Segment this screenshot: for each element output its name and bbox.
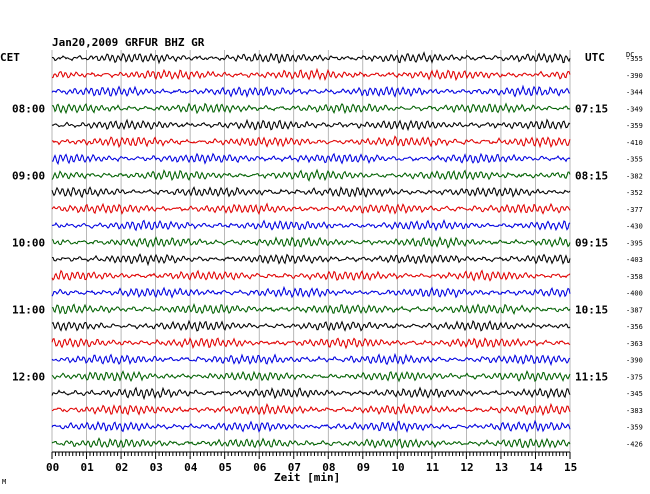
x-axis-label: Zeit [min] (274, 471, 340, 484)
dc-offset-label: -377 (626, 206, 643, 214)
right-hour-label: 09:15 (575, 236, 608, 249)
trace-row-11 (51, 218, 571, 232)
trace-row-15 (51, 285, 571, 299)
dc-offset-label: -383 (626, 407, 643, 415)
dc-offset-label: -358 (626, 273, 643, 281)
dc-offset-label: -359 (626, 424, 643, 432)
dc-offset-label: -403 (626, 256, 643, 264)
x-tick-label: 06 (253, 461, 267, 474)
x-tick-label: 14 (529, 461, 543, 474)
trace-row-24 (51, 437, 571, 449)
trace-row-19 (51, 352, 571, 367)
traces (51, 51, 571, 449)
dc-offset-label: -382 (626, 172, 643, 180)
trace-row-18 (51, 336, 571, 350)
dc-offset-label: -390 (626, 357, 643, 365)
x-tick-label: 09 (357, 461, 370, 474)
x-tick-label: 00 (46, 461, 59, 474)
dc-offset-label: -355 (626, 156, 643, 164)
left-hour-label: 11:00 (12, 303, 45, 316)
x-tick-label: 08 (322, 461, 335, 474)
x-tick-label: 12 (460, 461, 473, 474)
dc-offset-label: -356 (626, 323, 643, 331)
x-tick-label: 01 (81, 461, 95, 474)
trace-row-21 (51, 386, 571, 401)
x-tick-label: 07 (288, 461, 301, 474)
right-hour-label: 07:15 (575, 102, 608, 115)
trace-row-16 (51, 302, 571, 315)
trace-row-12 (51, 236, 571, 249)
right-timezone-label: UTC (585, 51, 605, 64)
trace-row-5 (51, 118, 571, 132)
x-tick-label: 11 (426, 461, 440, 474)
x-axis: 00 01 02 03 04 05 06 07 08 09 10 11 12 13 14 15 (46, 451, 577, 474)
dc-offset-label: -349 (626, 105, 643, 113)
dc-offset-label: -352 (626, 189, 643, 197)
dc-offset-label: -395 (626, 239, 643, 247)
right-hour-label: 08:15 (575, 169, 608, 182)
corner-mark: M (2, 478, 6, 486)
left-hour-label: 12:00 (12, 370, 45, 383)
x-tick-label: 05 (219, 461, 232, 474)
dc-offset-label: -410 (626, 139, 643, 147)
trace-row-17 (51, 319, 571, 332)
trace-row-2 (51, 67, 571, 82)
dc-offset-label: -375 (626, 373, 643, 381)
dc-offset-label: -390 (626, 72, 643, 80)
dc-offset-label: -344 (626, 89, 643, 97)
x-tick-label: 13 (495, 461, 508, 474)
x-tick-label: 03 (150, 461, 163, 474)
trace-row-8 (51, 168, 571, 182)
dc-offset-label: -387 (626, 306, 643, 314)
chart-title: Jan20,2009 GRFUR BHZ GR (52, 36, 205, 49)
right-hour-label: 11:15 (575, 370, 608, 383)
grid-lines (51, 50, 571, 453)
dc-offset-label: -400 (626, 290, 643, 298)
trace-row-14 (51, 269, 571, 282)
x-tick-label: 10 (391, 461, 404, 474)
trace-row-3 (51, 84, 571, 99)
labels: -355 -390 -344 -349 -359 -410 -355 -382 -352 -377… (12, 55, 643, 448)
trace-row-1 (51, 51, 571, 65)
dc-header: DC (626, 51, 634, 59)
left-hour-label: 08:00 (12, 102, 45, 115)
trace-row-6 (51, 135, 571, 149)
trace-row-13 (51, 253, 571, 267)
dc-offset-label: -363 (626, 340, 643, 348)
x-tick-label: 04 (184, 461, 198, 474)
trace-row-10 (51, 202, 571, 216)
dc-offset-label: -359 (626, 122, 643, 130)
trace-row-7 (51, 152, 571, 166)
right-hour-label: 10:15 (575, 303, 608, 316)
trace-row-23 (51, 419, 571, 434)
trace-row-4 (51, 102, 571, 115)
trace-row-20 (51, 370, 571, 383)
trace-row-9 (51, 186, 571, 199)
dc-offset-label: -430 (626, 223, 643, 231)
x-tick-label: 15 (564, 461, 577, 474)
dc-offset-label: -355 (626, 55, 643, 63)
dc-offset-label: -426 (626, 440, 643, 448)
left-timezone-label: CET (0, 51, 20, 64)
dc-offset-label: -345 (626, 390, 643, 398)
left-hour-label: 09:00 (12, 169, 45, 182)
x-tick-label: 02 (115, 461, 128, 474)
left-hour-label: 10:00 (12, 236, 45, 249)
trace-row-22 (51, 402, 571, 417)
